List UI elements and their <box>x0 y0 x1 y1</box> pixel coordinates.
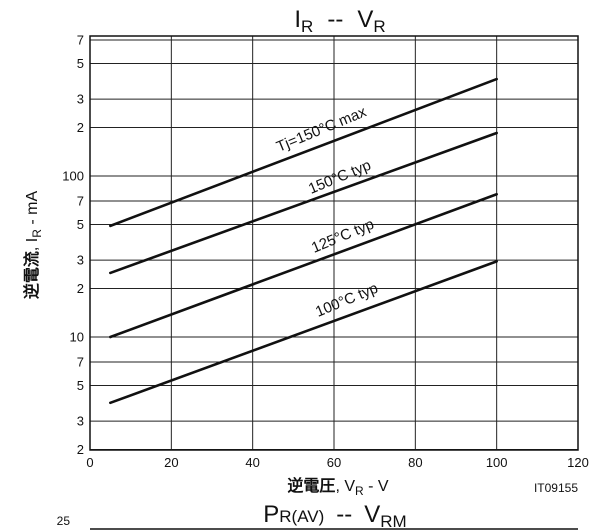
x-tick-label: 20 <box>164 455 178 470</box>
title-main: I <box>294 6 301 33</box>
y-tick-labels: 2 3 5 7 100 2 3 5 7 2 3 5 7 10 <box>62 32 84 457</box>
y-tick-label: 3 <box>77 253 84 268</box>
x-axis-label-sub: R <box>355 484 364 498</box>
x-axis-label-unit: - V <box>364 478 389 495</box>
chart-title: IR -- VR <box>294 6 385 36</box>
x-tick-label: 100 <box>486 455 508 470</box>
x-tick-label: 40 <box>245 455 259 470</box>
y-axis-label-cjk: 逆電流 <box>22 251 41 299</box>
y-tick-label: 7 <box>77 354 84 369</box>
y-tick-label: 3 <box>77 414 84 429</box>
x-tick-labels: 0 20 40 60 80 100 120 <box>86 455 588 470</box>
y-tick-label: 5 <box>77 378 84 393</box>
x-tick-label: 0 <box>86 455 93 470</box>
title-sub: R <box>301 17 313 36</box>
y-tick-label: 2 <box>77 281 84 296</box>
y-tick-label: 3 <box>77 92 84 107</box>
y-tick-label: 7 <box>77 193 84 208</box>
x-axis-label: 逆電圧, VR - V <box>287 476 388 498</box>
x-tick-label: 120 <box>567 455 589 470</box>
next-chart-tick: 25 <box>57 514 71 528</box>
y-tick-label: 2 <box>77 442 84 457</box>
series-line-1 <box>109 131 498 275</box>
series-lines <box>109 77 498 405</box>
series-line-2 <box>109 192 498 339</box>
y-tick-label: 5 <box>77 217 84 232</box>
title-sep: -- <box>327 6 343 33</box>
title-sub2: R <box>373 17 385 36</box>
next-title-sep: -- <box>336 501 352 528</box>
figure-code: IT09155 <box>534 481 578 495</box>
next-title-main: P <box>263 501 279 528</box>
x-axis-label-cjk: 逆電圧 <box>287 476 335 495</box>
series-line-0 <box>109 77 498 228</box>
y-axis-label-rest: , I <box>24 238 41 251</box>
y-tick-label: 10 <box>70 330 84 345</box>
x-tick-label: 80 <box>408 455 422 470</box>
next-title-sub2: RM <box>380 512 406 531</box>
title-main2: V <box>357 6 373 33</box>
x-tick-label: 60 <box>327 455 341 470</box>
x-axis-label-rest: , V <box>335 478 355 495</box>
next-title-main2: V <box>364 501 380 528</box>
y-tick-label: 2 <box>77 120 84 135</box>
series-label-100-typ: 100°C typ <box>313 280 381 321</box>
y-axis-label-sub: R <box>30 229 44 238</box>
series-label-tj150-max: Tj=150°C max <box>274 103 369 155</box>
next-chart-title: PR(AV) -- VRM <box>263 501 406 531</box>
y-tick-label: 7 <box>77 32 84 47</box>
y-tick-label: 5 <box>77 56 84 71</box>
y-tick-label: 100 <box>62 169 84 184</box>
series-label-150-typ: 150°C typ <box>306 157 374 198</box>
series-line-3 <box>109 260 498 405</box>
y-axis-label: 逆電流, IR - mA <box>22 191 44 300</box>
plot-frame <box>89 35 579 451</box>
y-axis-label-unit: - mA <box>24 191 41 230</box>
next-title-sub: R(AV) <box>279 507 324 526</box>
